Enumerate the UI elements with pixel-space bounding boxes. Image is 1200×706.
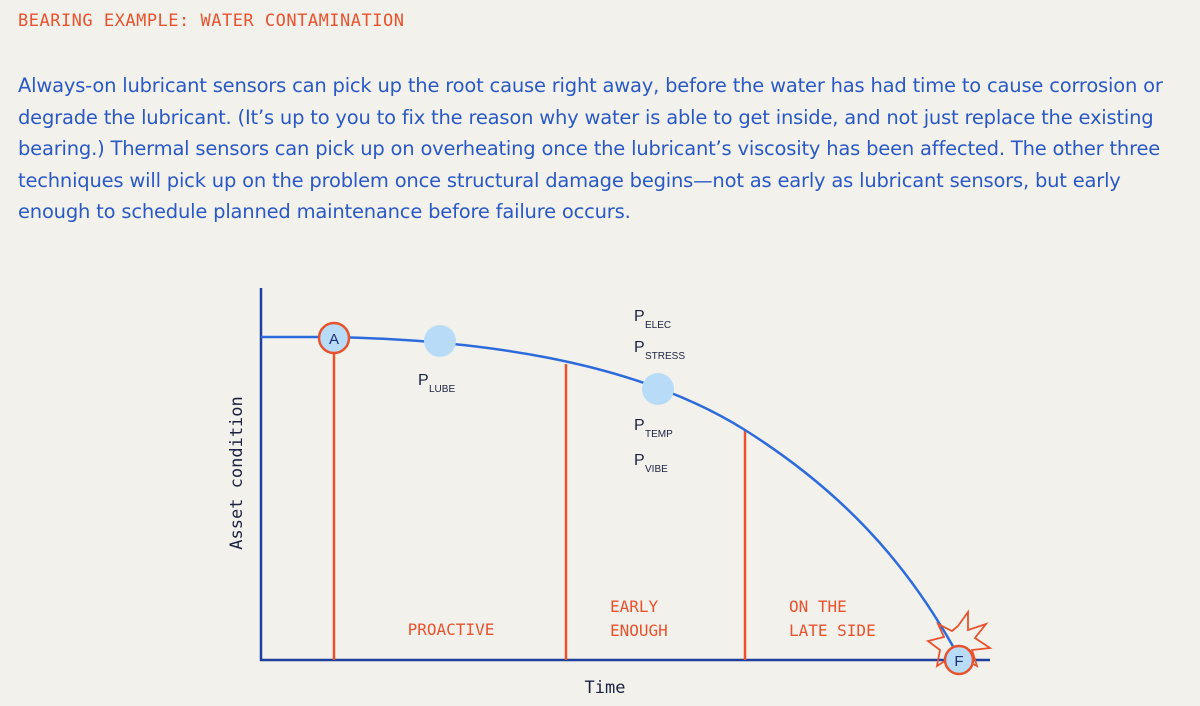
svg-text:ELEC: ELEC <box>645 320 671 331</box>
zone-label-late-2: LATE SIDE <box>789 621 876 640</box>
svg-text:P: P <box>634 308 645 325</box>
svg-text:P: P <box>418 372 429 389</box>
svg-text:TEMP: TEMP <box>645 429 673 440</box>
x-axis-label: Time <box>585 678 626 698</box>
zone-label-late-1: ON THE <box>789 597 847 616</box>
intro-paragraph: Always-on lubricant sensors can pick up … <box>18 74 1163 223</box>
svg-text:LUBE: LUBE <box>429 384 455 395</box>
svg-text:P: P <box>634 339 645 356</box>
svg-text:P: P <box>634 417 645 434</box>
point-a-label: A <box>329 331 339 348</box>
zone-label-early-2: ENOUGH <box>610 621 668 640</box>
label-p-elec: P ELEC <box>634 308 671 331</box>
svg-text:STRESS: STRESS <box>645 351 685 362</box>
point-a-circle <box>317 321 351 355</box>
pf-curve <box>261 335 957 651</box>
svg-text:P: P <box>634 452 645 469</box>
point-f-circle <box>943 644 975 676</box>
zone-label-early-1: EARLY <box>610 597 659 616</box>
label-p-stress: P STRESS <box>634 339 685 362</box>
label-p-temp: P TEMP <box>634 417 673 440</box>
label-p-lube: P LUBE <box>418 372 455 395</box>
sensor-dot-lube <box>424 325 456 357</box>
sensor-dot-elec-stress <box>642 373 674 405</box>
point-f-label: F <box>954 653 963 670</box>
section-eyebrow: BEARING EXAMPLE: WATER CONTAMINATION <box>18 11 405 31</box>
y-axis-label: Asset condition <box>227 396 247 550</box>
label-p-vibe: P VIBE <box>634 452 668 475</box>
zone-label-proactive: PROACTIVE <box>408 620 495 639</box>
svg-text:VIBE: VIBE <box>645 464 668 475</box>
